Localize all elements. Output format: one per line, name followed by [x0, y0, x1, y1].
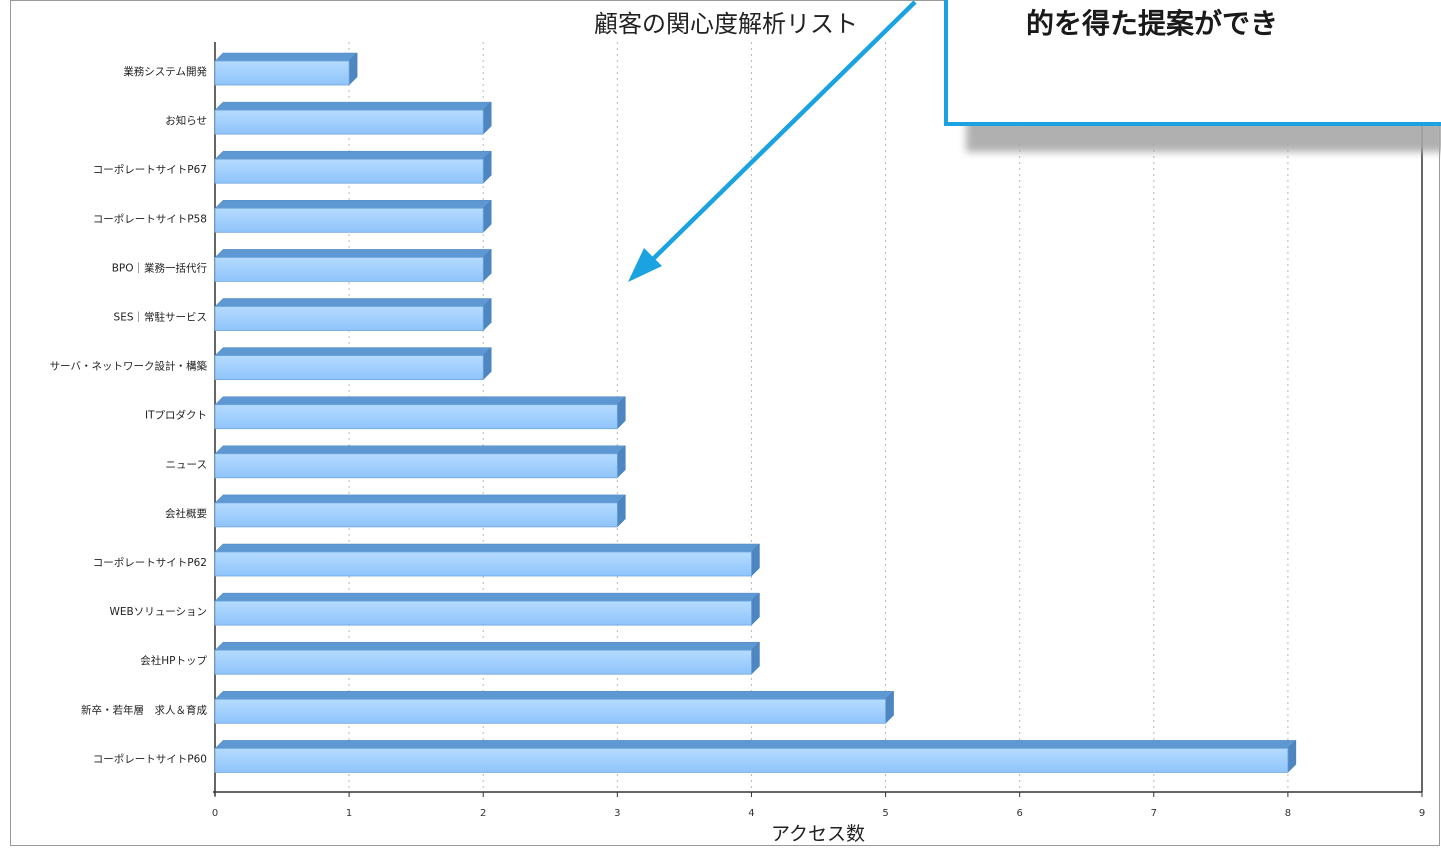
bars — [214, 52, 1297, 774]
bar — [214, 248, 492, 283]
category-label: SES｜常駐サービス — [114, 311, 207, 324]
category-label: サーバ・ネットワーク設計・構築 — [50, 360, 208, 373]
bar — [214, 592, 761, 626]
bar — [214, 739, 1297, 774]
x-tick-label: 7 — [1151, 808, 1157, 819]
bar — [214, 199, 492, 233]
category-label: 会社概要 — [165, 507, 207, 520]
x-tick-label: 6 — [1016, 808, 1022, 819]
category-label: 新卒・若年層 求人＆育成 — [81, 703, 207, 716]
x-tick-label: 3 — [614, 808, 620, 819]
category-label: コーポレートサイトP67 — [93, 164, 207, 176]
arrow-shaft — [648, 0, 917, 264]
bar — [214, 543, 761, 577]
category-label: コーポレートサイトP60 — [93, 753, 207, 765]
bar — [214, 101, 492, 135]
x-tick-label: 2 — [480, 808, 486, 819]
bar — [214, 150, 492, 184]
x-axis-label: アクセス数 — [771, 823, 865, 845]
x-tick-label: 4 — [748, 808, 754, 819]
chart-title: 顧客の関心度解析リスト — [594, 10, 858, 38]
callout-arrow — [628, 0, 917, 282]
category-label: ニュース — [166, 459, 207, 471]
category-label: 会社HPトップ — [140, 654, 207, 667]
bar — [214, 445, 626, 479]
callout-text: 的を得た提案ができ — [1026, 7, 1279, 40]
bar — [214, 297, 492, 332]
category-label: ITプロダクト — [145, 409, 207, 422]
category-label: お知らせ — [165, 114, 207, 127]
category-label: BPO｜業務一括代行 — [112, 261, 208, 274]
bar — [214, 641, 761, 675]
bar — [214, 396, 626, 430]
bar — [214, 346, 492, 381]
category-label: WEBソリューション — [109, 606, 207, 618]
category-label: コーポレートサイトP62 — [93, 557, 207, 569]
bar — [214, 494, 626, 528]
x-tick-label: 0 — [212, 808, 218, 819]
bar — [214, 52, 358, 86]
x-tick-labels: 0 1 2 3 4 5 6 7 8 9 — [212, 792, 1425, 819]
category-label: コーポレートサイトP58 — [93, 213, 207, 225]
x-tick-label: 1 — [346, 808, 352, 819]
category-label: 業務システム開発 — [123, 65, 207, 78]
x-tick-label: 8 — [1285, 808, 1291, 819]
x-tick-label: 5 — [882, 808, 888, 819]
bar — [214, 690, 895, 724]
x-tick-label: 9 — [1419, 808, 1425, 819]
arrow-head — [628, 248, 662, 282]
callout-box: 的を得た提案ができ — [944, 0, 1441, 126]
